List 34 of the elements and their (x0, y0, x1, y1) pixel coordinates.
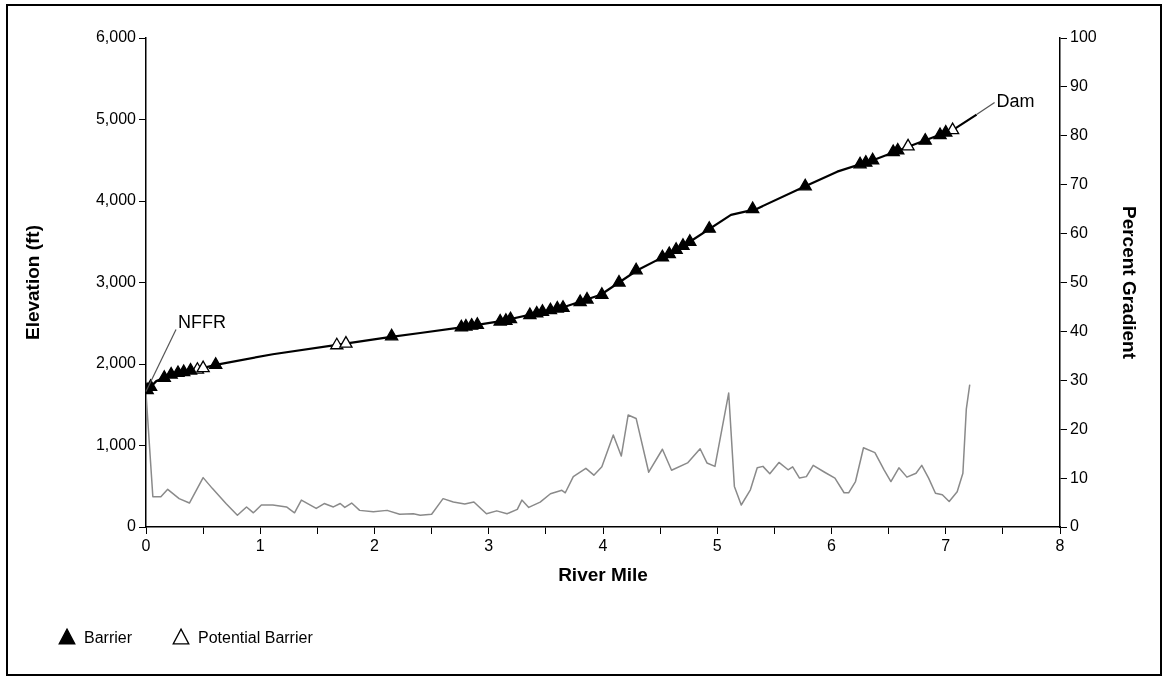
y-tick-label: 0 (127, 517, 137, 535)
y2-tick-label: 100 (1070, 28, 1097, 46)
y-tick-label: 1,000 (95, 435, 137, 453)
x-tick-label: 5 (712, 537, 722, 555)
y2-tick-label: 70 (1070, 175, 1088, 193)
legend-label: Barrier (84, 629, 133, 647)
y-tick-label: 6,000 (95, 28, 137, 46)
y-tick-label: 2,000 (95, 354, 137, 372)
x-tick-label: 0 (141, 537, 151, 555)
y2-tick-label: 20 (1070, 419, 1088, 437)
x-axis-title: River Mile (558, 563, 648, 585)
y2-tick-label: 40 (1070, 321, 1088, 339)
x-tick-label: 4 (598, 537, 608, 555)
legend-label: Potential Barrier (198, 629, 314, 647)
x-tick-label: 1 (255, 537, 265, 555)
y-tick-label: 3,000 (95, 272, 137, 290)
y2-tick-label: 80 (1070, 126, 1088, 144)
y2-axis-title: Percent Gradient (1119, 205, 1141, 360)
y2-tick-label: 50 (1070, 272, 1088, 290)
y2-tick-label: 0 (1070, 517, 1079, 535)
y-tick-label: 4,000 (95, 191, 137, 209)
x-tick-label: 7 (941, 537, 951, 555)
x-tick-label: 2 (370, 537, 380, 555)
x-tick-label: 3 (484, 537, 494, 555)
y-tick-label: 5,000 (95, 109, 137, 127)
y2-tick-label: 30 (1070, 370, 1088, 388)
y2-tick-label: 90 (1070, 77, 1088, 95)
y2-tick-label: 10 (1070, 468, 1088, 486)
x-tick-label: 6 (827, 537, 837, 555)
annotation: NFFR (178, 312, 226, 333)
y-axis-title: Elevation (ft) (21, 224, 43, 341)
annotation: Dam (996, 91, 1035, 112)
y2-tick-label: 60 (1070, 224, 1088, 242)
x-tick-label: 8 (1055, 537, 1065, 555)
